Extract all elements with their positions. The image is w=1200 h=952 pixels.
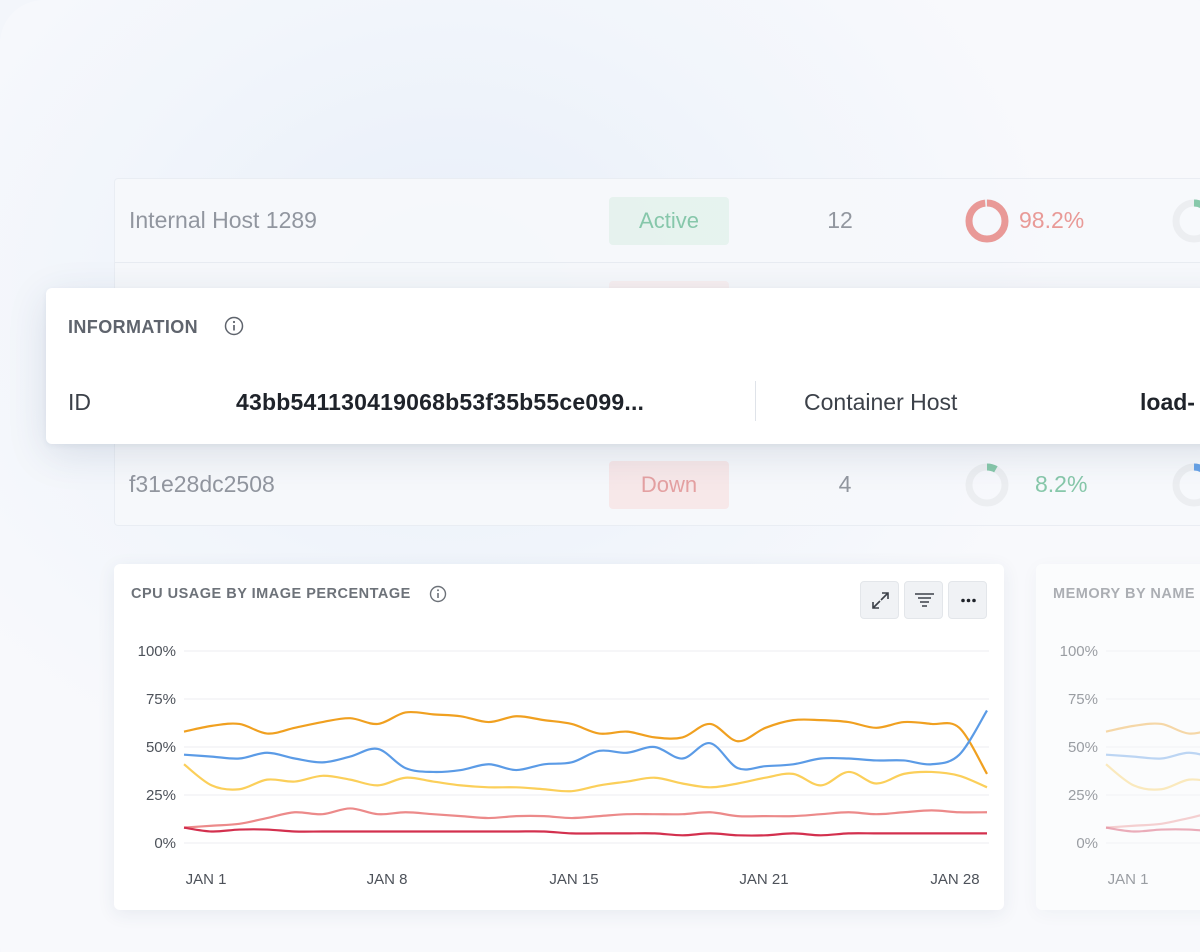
y-tick-label: 25% [146,787,176,804]
status-badge: Down [609,461,729,509]
usage-donut-icon [1172,463,1200,507]
container-host-label: Container Host [804,389,958,415]
container-count: 4 [838,471,852,497]
info-icon[interactable] [429,585,447,603]
series-line [183,807,988,829]
memory-chart-card: MEMORY BY NAME 100% 75% 50% 25% 0% JAN 1 [1036,564,1200,910]
y-tick-label: 50% [146,739,176,756]
filter-button[interactable] [904,581,943,619]
series-line [1105,814,1200,829]
y-tick-label: 25% [1068,787,1098,804]
container-host-value[interactable]: load- [1140,389,1195,415]
container-count: 12 [827,207,853,233]
usage-donut-icon [965,463,1009,507]
x-tick-label: JAN 1 [186,871,227,888]
id-value[interactable]: 43bb541130419068b53f35b55ce099... [236,389,645,415]
y-tick-label: 0% [154,835,176,852]
series-line [1105,751,1200,760]
series-line [183,826,987,837]
host-name: Internal Host 1289 [129,207,317,233]
series-line [1105,763,1200,791]
expand-icon [872,592,889,609]
y-tick-label: 0% [1076,835,1098,852]
usage-donut-icon [1172,199,1200,243]
y-tick-label: 100% [138,643,176,660]
chart-title: MEMORY BY NAME [1053,586,1196,602]
x-tick-label: JAN 15 [549,871,598,888]
panel-title: INFORMATION [68,317,199,337]
status-badge: Active [609,197,729,245]
x-tick-label: JAN 1 [1108,871,1149,888]
y-tick-label: 50% [1068,739,1098,756]
host-name: f31e28dc2508 [129,471,275,497]
usage-percent: 8.2% [1035,471,1088,497]
cpu-line-chart: 100% 75% 50% 25% 0% JAN 1 JAN 8 JAN 15 JAN 21 JAN… [138,643,989,888]
info-icon[interactable] [224,316,244,336]
divider [755,381,756,421]
memory-line-chart: 100% 75% 50% 25% 0% JAN 1 [1060,643,1200,888]
series-line [1105,826,1200,833]
filter-icon [915,593,934,607]
cpu-usage-chart-card: CPU USAGE BY IMAGE PERCENTAGE 100% 75% 50%… [114,564,1004,910]
series-line [183,763,988,793]
y-tick-label: 75% [1068,691,1098,708]
more-icon [961,598,976,603]
id-label: ID [68,389,91,415]
x-tick-label: JAN 8 [367,871,408,888]
series-line [183,709,988,774]
more-button[interactable] [948,581,987,619]
usage-percent: 98.2% [1019,207,1085,233]
y-tick-label: 75% [146,691,176,708]
usage-donut-icon [965,199,1009,243]
x-tick-label: JAN 28 [930,871,979,888]
series-line [1105,722,1200,735]
expand-button[interactable] [860,581,899,619]
chart-title: CPU USAGE BY IMAGE PERCENTAGE [131,586,411,602]
y-tick-label: 100% [1060,643,1098,660]
x-tick-label: JAN 21 [739,871,788,888]
information-panel: INFORMATION ID 43bb541130419068b53f35b55… [46,288,1200,444]
series-line [183,710,988,775]
table-row[interactable]: Internal Host 1289 Active 12 98.2% [115,179,1200,263]
table-row[interactable]: f31e28dc2508 Down 4 8.2% [115,443,1200,527]
